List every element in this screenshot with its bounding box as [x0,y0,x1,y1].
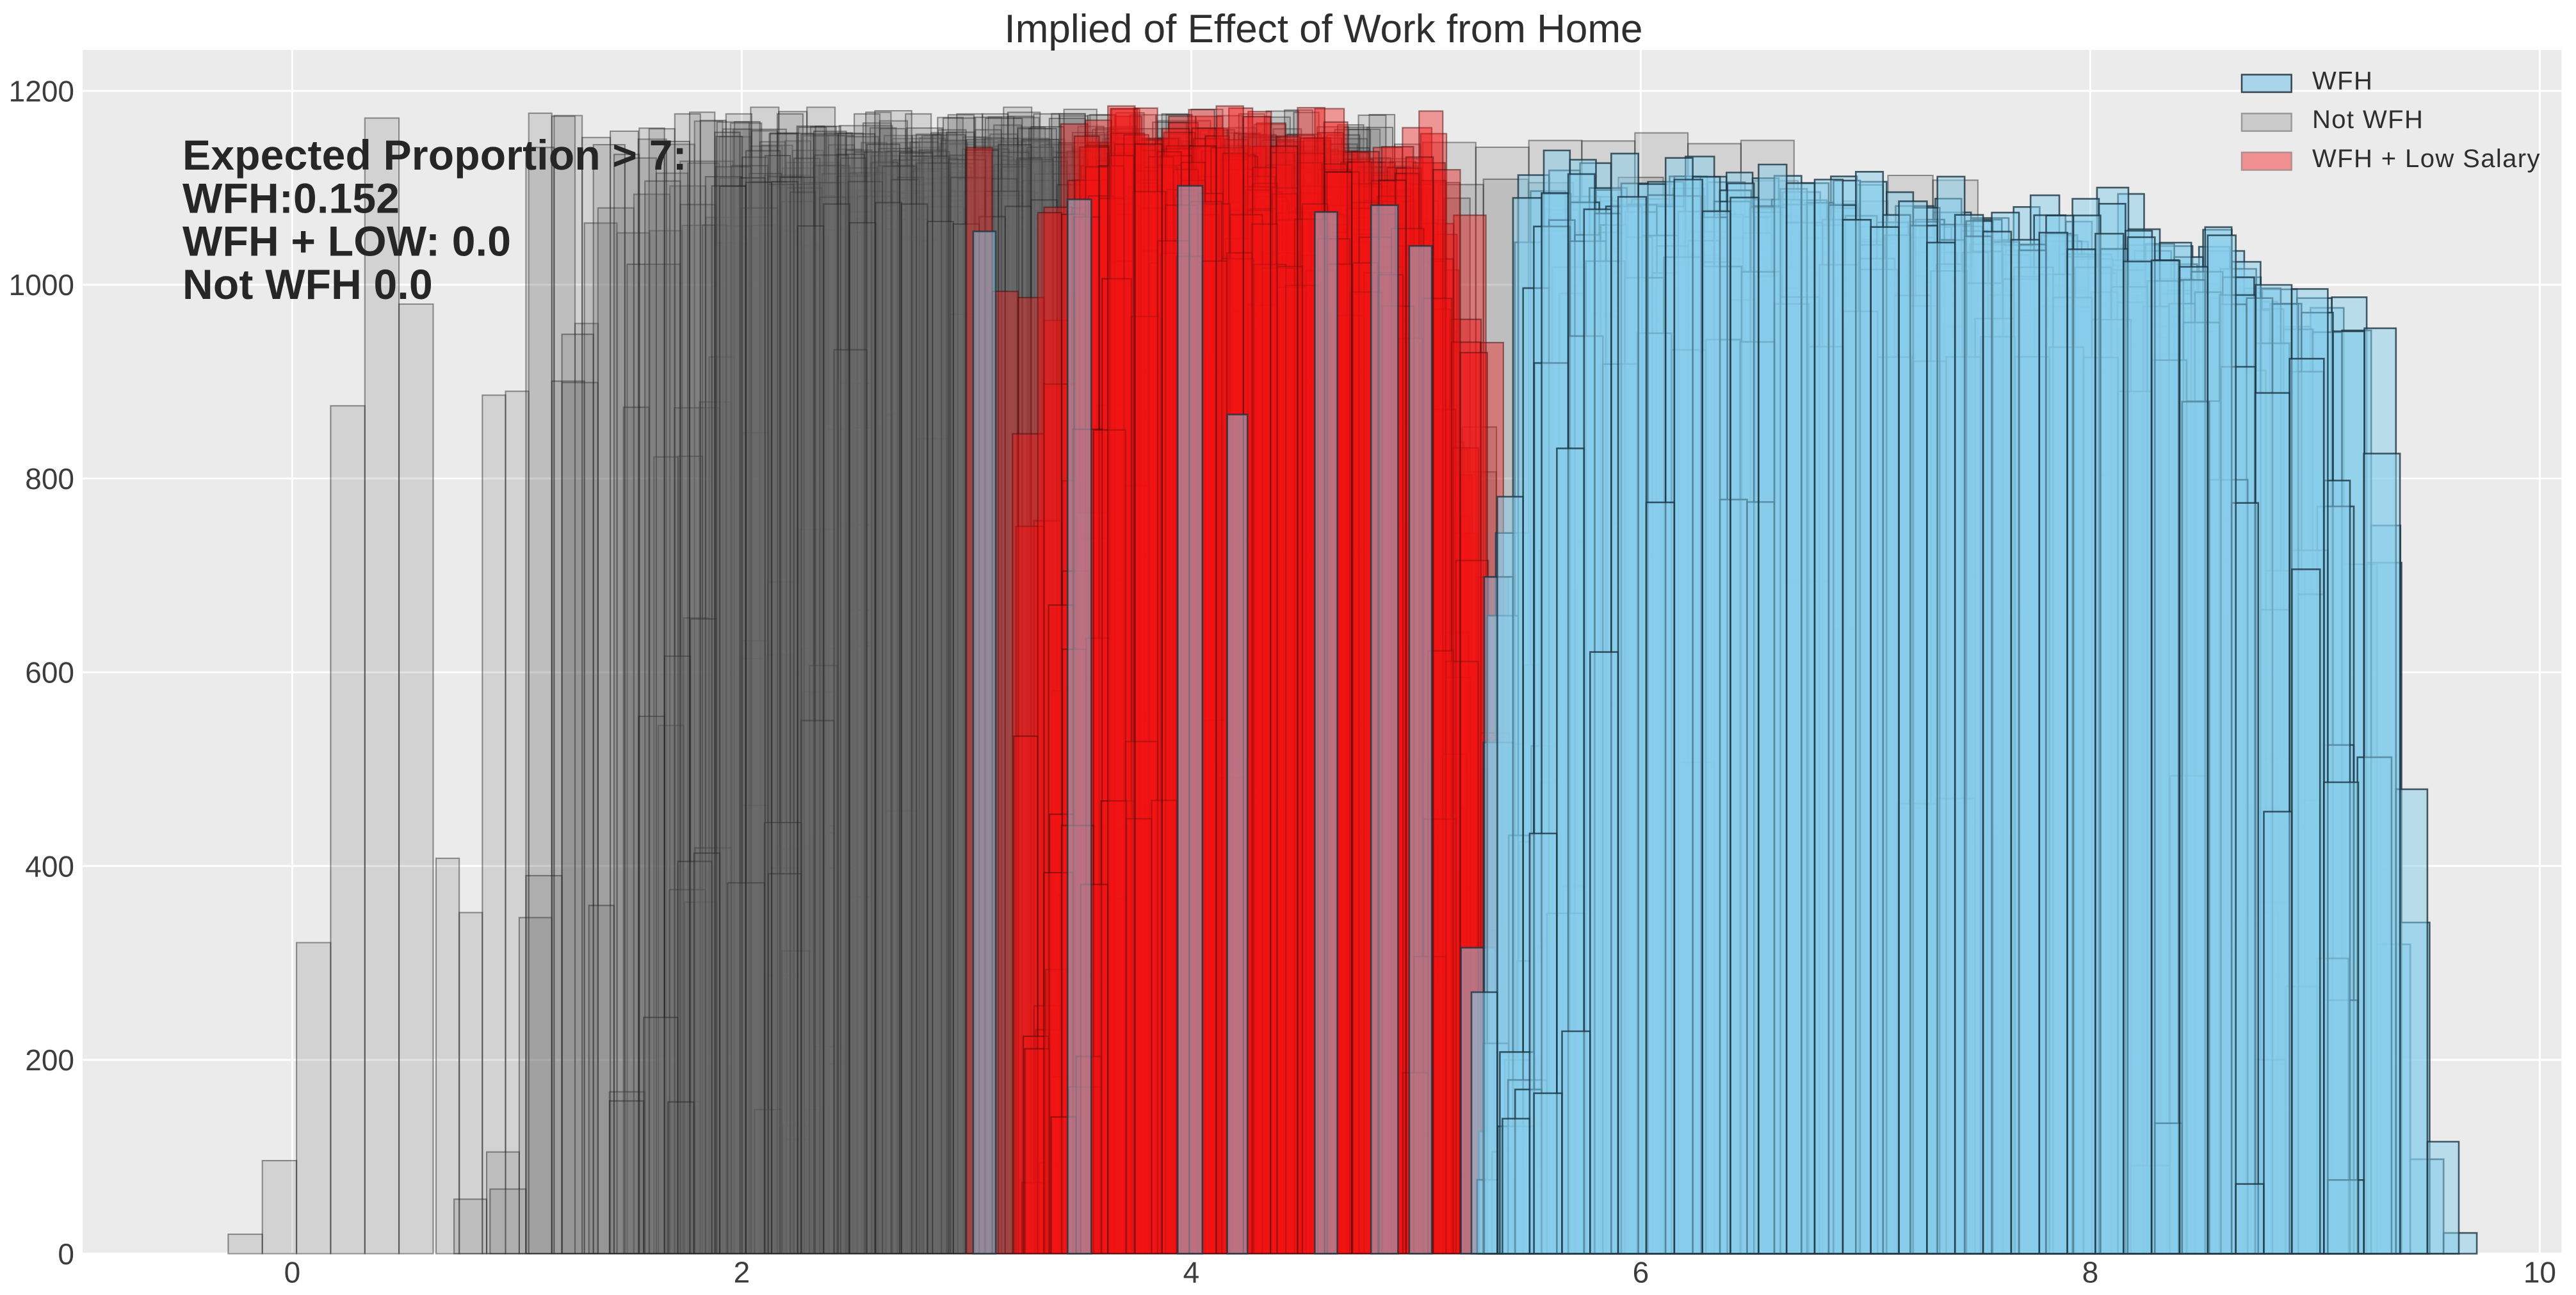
svg-text:1200: 1200 [9,75,74,108]
svg-text:6: 6 [1633,1256,1649,1289]
svg-text:Not WFH: Not WFH [2312,106,2424,134]
svg-text:4: 4 [1183,1256,1200,1289]
svg-text:WFH + Low Salary: WFH + Low Salary [2312,145,2541,173]
svg-text:2: 2 [734,1256,750,1289]
svg-text:8: 8 [2082,1256,2099,1289]
svg-text:800: 800 [25,462,74,495]
svg-text:WFH + LOW: 0.0: WFH + LOW: 0.0 [182,218,511,265]
svg-text:400: 400 [25,849,74,883]
svg-text:Not WFH 0.0: Not WFH 0.0 [182,261,433,308]
svg-text:Expected Proportion > 7:: Expected Proportion > 7: [182,131,687,179]
svg-text:Implied of Effect of Work from: Implied of Effect of Work from Home [1005,7,1643,51]
svg-text:200: 200 [25,1043,74,1077]
svg-text:600: 600 [25,656,74,689]
svg-text:1000: 1000 [9,268,74,302]
svg-text:10: 10 [2523,1256,2556,1289]
svg-text:0: 0 [58,1237,74,1271]
svg-text:WFH: WFH [2312,67,2373,95]
svg-text:0: 0 [284,1256,301,1289]
svg-text:WFH:0.152: WFH:0.152 [182,174,400,221]
